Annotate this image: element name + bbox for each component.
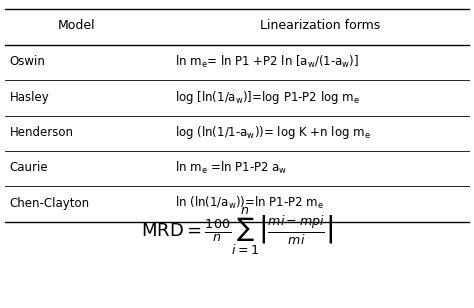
Text: log [ln(1/a$_\mathregular{w}$)]=log P1-P2 log m$_\mathregular{e}$: log [ln(1/a$_\mathregular{w}$)]=log P1-P…: [175, 89, 360, 106]
Text: $\mathrm{MRD} = \frac{100}{n} \sum_{i=1}^{n} \left|\frac{mi-mpi}{mi}\right|$: $\mathrm{MRD} = \frac{100}{n} \sum_{i=1}…: [141, 205, 333, 257]
Text: ln m$_\mathregular{e}$ =ln P1-P2 a$_\mathregular{w}$: ln m$_\mathregular{e}$ =ln P1-P2 a$_\mat…: [175, 160, 288, 176]
Text: ln m$_\mathregular{e}$= ln P1 +P2 ln [a$_\mathregular{w}$/(1-a$_\mathregular{w}$: ln m$_\mathregular{e}$= ln P1 +P2 ln [a$…: [175, 54, 360, 70]
Text: Henderson: Henderson: [9, 126, 73, 139]
Text: Hasley: Hasley: [9, 91, 49, 103]
Text: Chen-Clayton: Chen-Clayton: [9, 197, 90, 210]
Text: log (ln(1/1-a$_\mathregular{w}$))= log K +n log m$_\mathregular{e}$: log (ln(1/1-a$_\mathregular{w}$))= log K…: [175, 124, 371, 141]
Text: Oswin: Oswin: [9, 55, 46, 68]
Text: Linearization forms: Linearization forms: [260, 19, 380, 32]
Text: ln (ln(1/a$_\mathregular{w}$))=ln P1-P2 m$_\mathregular{e}$: ln (ln(1/a$_\mathregular{w}$))=ln P1-P2 …: [175, 195, 324, 211]
Text: Caurie: Caurie: [9, 161, 48, 174]
Text: Model: Model: [58, 19, 96, 32]
